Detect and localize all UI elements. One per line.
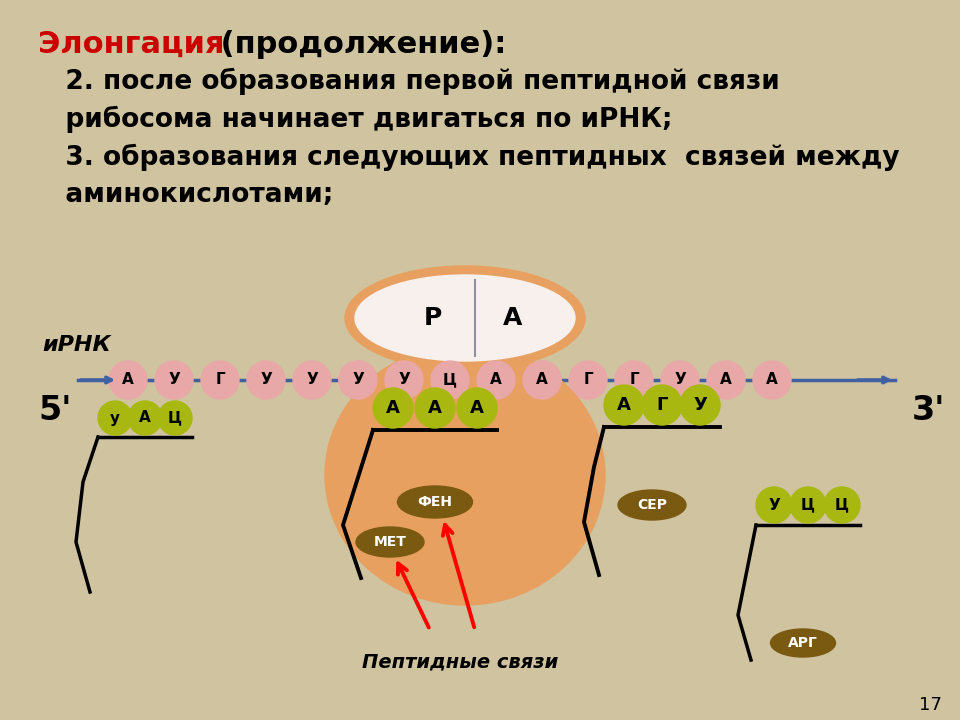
Text: ФЕН: ФЕН	[418, 495, 452, 509]
Circle shape	[293, 361, 331, 399]
Circle shape	[615, 361, 653, 399]
Circle shape	[385, 361, 423, 399]
Circle shape	[661, 361, 699, 399]
Ellipse shape	[356, 527, 424, 557]
Text: Элонгация: Элонгация	[38, 30, 225, 59]
Circle shape	[339, 361, 377, 399]
Text: А: А	[491, 372, 502, 387]
Text: 17: 17	[919, 696, 942, 714]
Text: Ц: Ц	[168, 410, 182, 426]
Text: СЕР: СЕР	[637, 498, 667, 512]
Circle shape	[753, 361, 791, 399]
Ellipse shape	[355, 275, 575, 361]
Circle shape	[385, 361, 423, 399]
Circle shape	[415, 388, 455, 428]
Circle shape	[680, 385, 720, 425]
Text: У: У	[260, 372, 272, 387]
Text: А: А	[766, 372, 778, 387]
Text: У: У	[398, 372, 410, 387]
Circle shape	[247, 361, 285, 399]
Ellipse shape	[345, 266, 585, 370]
Text: АРГ: АРГ	[788, 636, 818, 650]
Circle shape	[523, 361, 561, 399]
Circle shape	[155, 361, 193, 399]
Text: У: У	[306, 372, 318, 387]
Text: МЕТ: МЕТ	[373, 535, 406, 549]
Text: А: А	[139, 410, 151, 426]
Text: Г: Г	[657, 396, 668, 414]
Text: У: У	[768, 498, 780, 513]
Text: (продолжение):: (продолжение):	[210, 30, 506, 59]
Circle shape	[642, 385, 682, 425]
Text: 2. после образования первой пептидной связи: 2. после образования первой пептидной св…	[38, 68, 780, 95]
Text: рибосома начинает двигаться по иРНК;: рибосома начинает двигаться по иРНК;	[38, 106, 673, 133]
Circle shape	[756, 487, 792, 523]
Circle shape	[477, 361, 515, 399]
Circle shape	[431, 361, 469, 399]
Circle shape	[373, 388, 413, 428]
Text: аминокислотами;: аминокислотами;	[38, 182, 333, 208]
Text: 5': 5'	[38, 394, 71, 426]
Text: 3': 3'	[912, 394, 946, 426]
Ellipse shape	[397, 486, 472, 518]
Text: Ц: Ц	[801, 498, 815, 513]
Text: А: А	[617, 396, 631, 414]
Text: А: А	[491, 372, 502, 387]
Text: Ц: Ц	[443, 372, 457, 387]
Text: У: У	[693, 396, 707, 414]
Circle shape	[457, 388, 497, 428]
Circle shape	[431, 361, 469, 399]
Text: P: P	[424, 306, 443, 330]
Text: А: А	[720, 372, 732, 387]
Circle shape	[569, 361, 607, 399]
Text: иРНК: иРНК	[42, 335, 110, 355]
Text: Пептидные связи: Пептидные связи	[362, 652, 558, 671]
Text: Г: Г	[629, 372, 638, 387]
Text: Ц: Ц	[443, 372, 457, 387]
Text: Ц: Ц	[835, 498, 849, 513]
Circle shape	[604, 385, 644, 425]
Text: А: А	[536, 372, 548, 387]
Text: Г: Г	[215, 372, 225, 387]
Text: А: А	[536, 372, 548, 387]
Circle shape	[109, 361, 147, 399]
Text: А: А	[122, 372, 133, 387]
Text: 3. образования следующих пептидных  связей между: 3. образования следующих пептидных связе…	[38, 144, 900, 171]
Circle shape	[707, 361, 745, 399]
Text: У: У	[398, 372, 410, 387]
Circle shape	[158, 401, 192, 435]
Text: А: А	[428, 399, 442, 417]
Text: у: у	[110, 410, 120, 426]
Text: У: У	[352, 372, 364, 387]
Text: А: А	[470, 399, 484, 417]
Circle shape	[201, 361, 239, 399]
Text: А: А	[386, 399, 400, 417]
Circle shape	[790, 487, 826, 523]
Circle shape	[98, 401, 132, 435]
Text: У: У	[168, 372, 180, 387]
Ellipse shape	[618, 490, 686, 520]
Ellipse shape	[325, 345, 605, 605]
Text: Г: Г	[583, 372, 593, 387]
Circle shape	[523, 361, 561, 399]
Text: У: У	[352, 372, 364, 387]
Circle shape	[477, 361, 515, 399]
Text: A: A	[503, 306, 522, 330]
Circle shape	[128, 401, 162, 435]
Ellipse shape	[771, 629, 835, 657]
Circle shape	[824, 487, 860, 523]
Circle shape	[339, 361, 377, 399]
Text: У: У	[674, 372, 685, 387]
